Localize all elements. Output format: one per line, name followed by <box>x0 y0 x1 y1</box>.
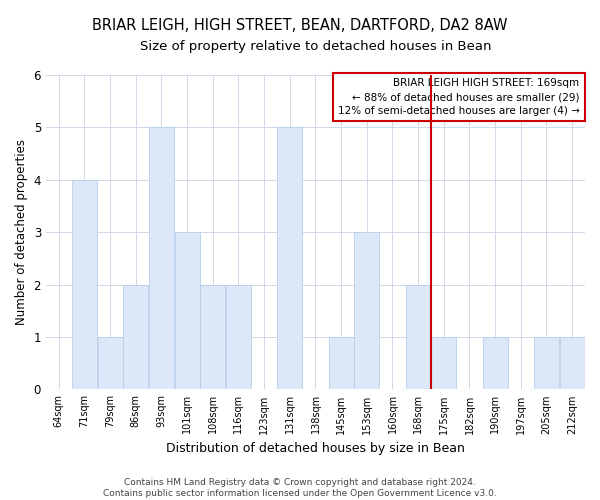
Bar <box>329 337 353 390</box>
Bar <box>406 284 431 390</box>
Text: Contains HM Land Registry data © Crown copyright and database right 2024.
Contai: Contains HM Land Registry data © Crown c… <box>103 478 497 498</box>
X-axis label: Distribution of detached houses by size in Bean: Distribution of detached houses by size … <box>166 442 465 455</box>
Title: Size of property relative to detached houses in Bean: Size of property relative to detached ho… <box>140 40 491 53</box>
Bar <box>175 232 200 390</box>
Bar <box>226 284 251 390</box>
Bar <box>483 337 508 390</box>
Bar <box>431 337 456 390</box>
Text: BRIAR LEIGH HIGH STREET: 169sqm
← 88% of detached houses are smaller (29)
12% of: BRIAR LEIGH HIGH STREET: 169sqm ← 88% of… <box>338 78 580 116</box>
Text: BRIAR LEIGH, HIGH STREET, BEAN, DARTFORD, DA2 8AW: BRIAR LEIGH, HIGH STREET, BEAN, DARTFORD… <box>92 18 508 32</box>
Bar <box>98 337 122 390</box>
Bar <box>355 232 379 390</box>
Bar <box>200 284 225 390</box>
Bar <box>560 337 584 390</box>
Bar <box>124 284 148 390</box>
Bar <box>534 337 559 390</box>
Bar <box>277 128 302 390</box>
Bar <box>149 128 174 390</box>
Bar <box>72 180 97 390</box>
Y-axis label: Number of detached properties: Number of detached properties <box>15 139 28 325</box>
